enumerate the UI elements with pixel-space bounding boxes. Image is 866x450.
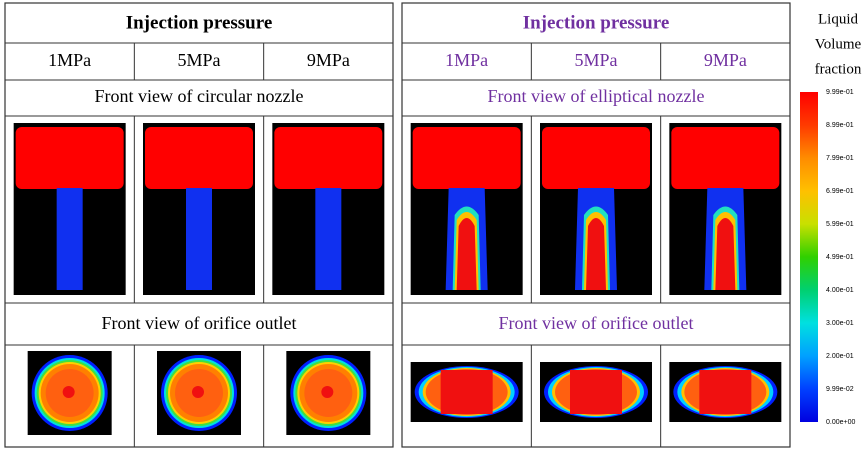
row-label: Front view of elliptical nozzle: [488, 86, 705, 106]
outlet-core: [441, 370, 493, 414]
colorbar-label: 8.99e-01: [826, 122, 854, 129]
legend-title: Liquid: [818, 11, 858, 27]
column-header: 5MPa: [177, 50, 220, 70]
panel-title: Injection pressure: [126, 12, 273, 33]
outlet-core: [192, 386, 204, 398]
column-header: 1MPa: [445, 50, 488, 70]
nozzle-contour: [586, 218, 606, 290]
liquid-chamber: [671, 127, 779, 189]
colorbar-label: 4.00e-01: [826, 287, 854, 294]
nozzle-stem: [186, 188, 212, 290]
row-label: Front view of orifice outlet: [102, 313, 297, 333]
colorbar-label: 9.99e-01: [826, 89, 854, 96]
colorbar-label: 5.99e-01: [826, 221, 854, 228]
liquid-chamber: [274, 127, 382, 189]
liquid-chamber: [16, 127, 124, 189]
colorbar-label: 6.99e-01: [826, 188, 854, 195]
column-header: 1MPa: [48, 50, 91, 70]
legend-title: Volume: [815, 36, 862, 52]
outlet-core: [570, 370, 622, 414]
colorbar-label: 3.00e-01: [826, 320, 854, 327]
outlet-core: [699, 370, 751, 414]
liquid-chamber: [413, 127, 521, 189]
panel-title: Injection pressure: [523, 12, 670, 33]
legend-title: fraction: [815, 61, 862, 77]
colorbar-label: 9.99e-02: [826, 386, 854, 393]
outlet-core: [321, 386, 333, 398]
figure: Injection pressure1MPa5MPa9MPaFront view…: [0, 0, 866, 450]
column-header: 9MPa: [704, 50, 747, 70]
nozzle-contour: [457, 218, 477, 290]
row-label: Front view of orifice outlet: [499, 313, 694, 333]
liquid-chamber: [542, 127, 650, 189]
column-header: 9MPa: [307, 50, 350, 70]
nozzle-contour: [715, 218, 735, 290]
nozzle-stem: [57, 188, 83, 290]
colorbar-label: 2.00e-01: [826, 353, 854, 360]
colorbar-label: 0.00e+00: [826, 419, 855, 426]
colorbar-label: 4.99e-01: [826, 254, 854, 261]
column-header: 5MPa: [574, 50, 617, 70]
row-label: Front view of circular nozzle: [95, 86, 304, 106]
nozzle-stem: [315, 188, 341, 290]
outlet-core: [63, 386, 75, 398]
colorbar: [800, 92, 818, 422]
liquid-chamber: [145, 127, 253, 189]
colorbar-label: 7.99e-01: [826, 155, 854, 162]
